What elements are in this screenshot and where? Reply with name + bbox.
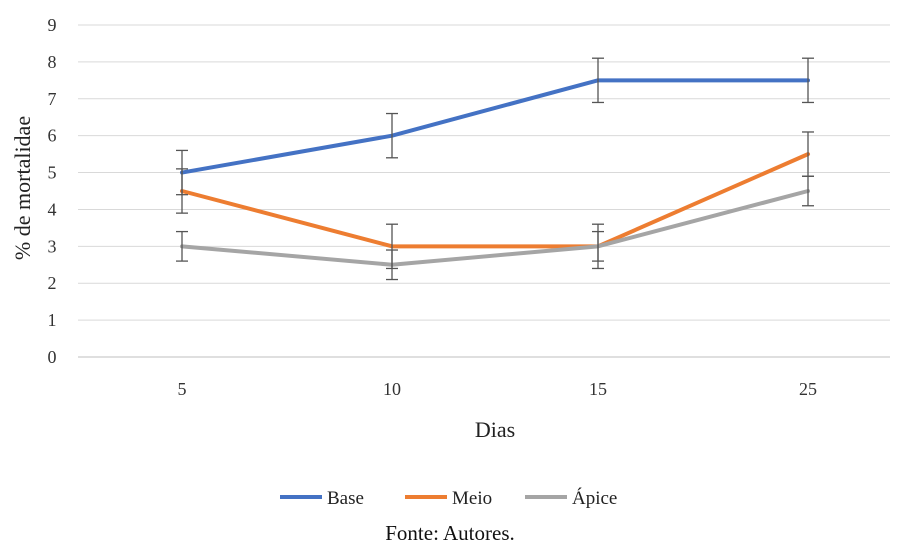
y-tick-label-4: 4 [48,199,57,219]
error-bar--pice-15 [592,230,604,262]
y-tick-label-5: 5 [48,163,57,183]
error-bar--pice-25 [802,175,814,207]
legend-label-meio: Meio [452,488,492,509]
y-tick-label-8: 8 [48,52,57,72]
y-tick-label-9: 9 [48,15,57,35]
legend-label--pice: Ápice [572,487,617,509]
error-bar--pice-5 [176,230,188,262]
y-tick-label-3: 3 [48,236,57,256]
legend-item-meio: Meio [405,488,492,509]
x-axis-title: Dias [475,417,515,442]
y-tick-label-7: 7 [48,89,57,109]
x-tick-labels: 5 10 15 25 [178,379,818,399]
error-bar--pice-10 [386,249,398,281]
series-line-base [180,78,810,175]
series-lines [180,78,810,267]
error-bar-base-25 [802,57,814,104]
y-tick-label-0: 0 [48,347,57,367]
y-tick-label-1: 1 [48,310,57,330]
error-bar-base-15 [592,57,604,104]
legend: Base Meio Ápice [280,487,617,509]
legend-item-base: Base [280,488,364,509]
x-tick-label-5: 5 [178,379,187,399]
y-axis-title: % de mortalidae [10,116,35,260]
series-line-meio [180,152,810,249]
x-tick-label-25: 25 [799,379,817,399]
figure-source-caption: Fonte: Autores. [385,521,515,545]
gridlines [78,24,890,358]
y-tick-label-6: 6 [48,126,57,146]
x-tick-label-10: 10 [383,379,401,399]
legend-item--pice: Ápice [525,487,617,509]
series-line--pice [180,189,810,267]
y-tick-labels: 0 1 2 3 4 5 6 7 8 9 [48,15,57,367]
legend-label-base: Base [327,488,364,509]
y-tick-label-2: 2 [48,273,57,293]
error-bars [176,57,814,281]
error-bar-meio-5 [176,168,188,214]
error-bar-base-10 [386,112,398,159]
x-tick-label-15: 15 [589,379,607,399]
